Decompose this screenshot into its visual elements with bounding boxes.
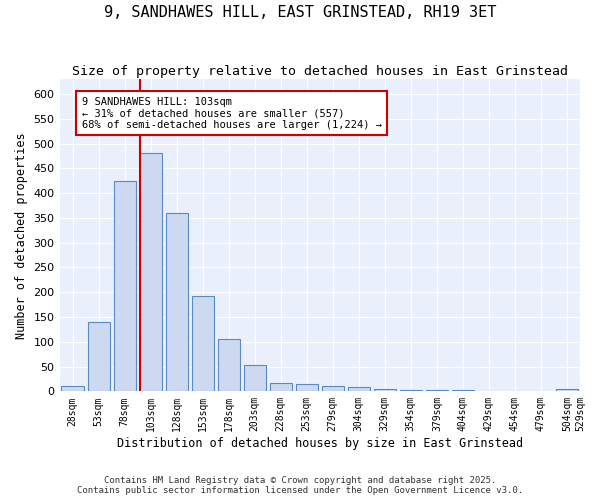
Bar [426, 390, 448, 392]
Bar [556, 389, 578, 392]
Bar [191, 296, 214, 392]
Bar [140, 154, 161, 392]
Bar [348, 388, 370, 392]
Bar [322, 386, 344, 392]
Bar [244, 364, 266, 392]
Text: Contains HM Land Registry data © Crown copyright and database right 2025.
Contai: Contains HM Land Registry data © Crown c… [77, 476, 523, 495]
Bar [269, 383, 292, 392]
Text: 9 SANDHAWES HILL: 103sqm
← 31% of detached houses are smaller (557)
68% of semi-: 9 SANDHAWES HILL: 103sqm ← 31% of detach… [82, 96, 382, 130]
X-axis label: Distribution of detached houses by size in East Grinstead: Distribution of detached houses by size … [117, 437, 523, 450]
Bar [88, 322, 110, 392]
Y-axis label: Number of detached properties: Number of detached properties [15, 132, 28, 338]
Bar [166, 213, 188, 392]
Text: 9, SANDHAWES HILL, EAST GRINSTEAD, RH19 3ET: 9, SANDHAWES HILL, EAST GRINSTEAD, RH19 … [104, 5, 496, 20]
Bar [452, 390, 474, 392]
Bar [400, 390, 422, 392]
Title: Size of property relative to detached houses in East Grinstead: Size of property relative to detached ho… [72, 65, 568, 78]
Bar [296, 384, 318, 392]
Bar [374, 390, 396, 392]
Bar [113, 180, 136, 392]
Bar [218, 340, 240, 392]
Bar [61, 386, 83, 392]
